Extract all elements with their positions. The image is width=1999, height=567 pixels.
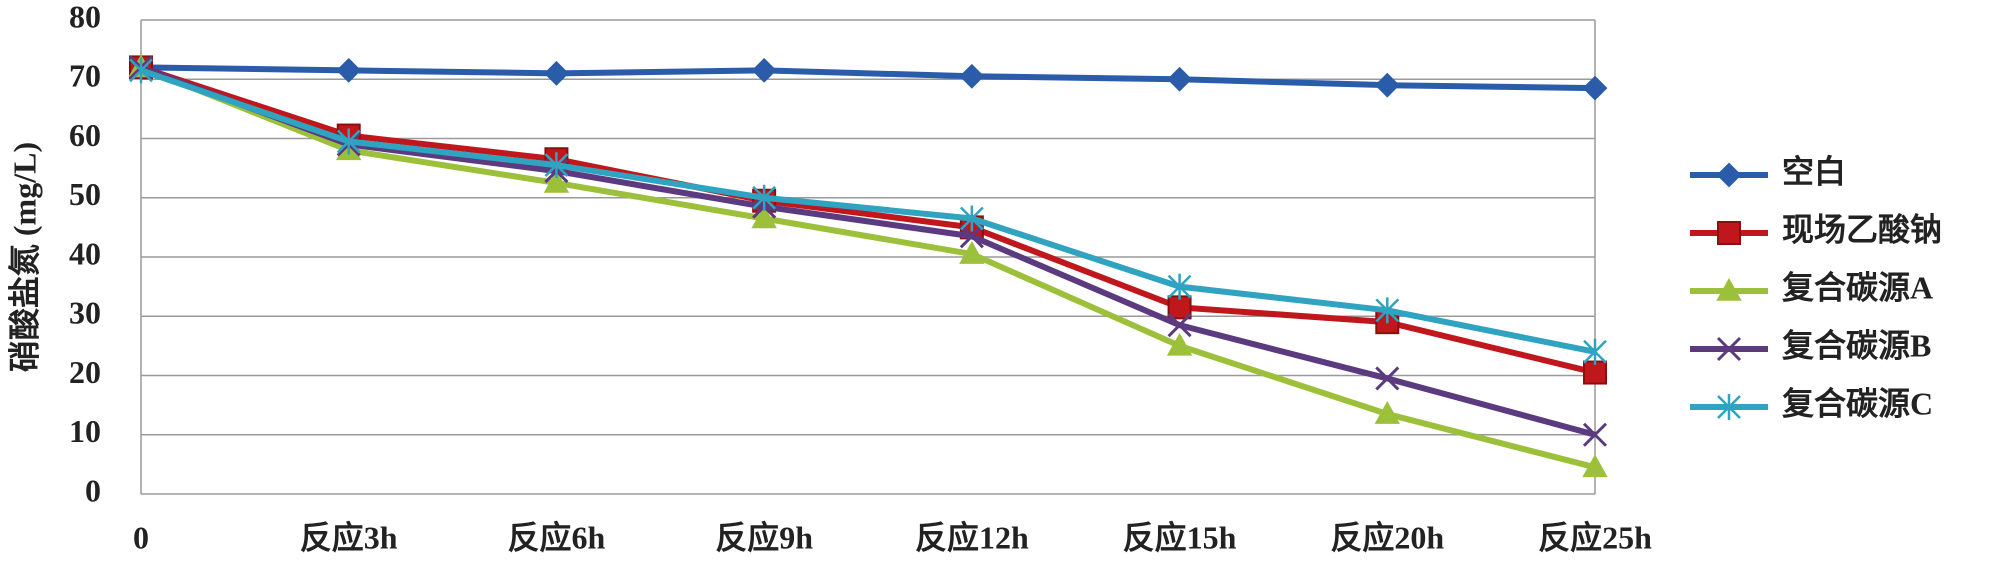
- legend-label: 现场乙酸钠: [1782, 211, 1942, 247]
- x-tick-label: 0: [133, 519, 149, 555]
- point: [544, 152, 569, 179]
- point: [1583, 360, 1607, 385]
- series-line: [139, 64, 1596, 471]
- y-tick-label: 40: [69, 235, 101, 271]
- x-tick-label: 反应9h: [715, 519, 813, 555]
- y-tick-label: 20: [69, 354, 101, 390]
- point: [1716, 336, 1742, 362]
- series-line: [140, 67, 1596, 355]
- point: [752, 184, 777, 211]
- point: [1167, 273, 1192, 300]
- point: [1716, 162, 1742, 188]
- legend-label: 复合碳源C: [1782, 385, 1933, 421]
- series-line: [139, 64, 1596, 438]
- series: [128, 55, 1608, 447]
- point: [1582, 75, 1608, 101]
- point: [751, 205, 777, 229]
- x-tick-label: 反应3h: [300, 519, 398, 555]
- point: [1167, 313, 1192, 338]
- point: [1582, 422, 1608, 447]
- point: [336, 128, 361, 155]
- point: [1583, 338, 1607, 365]
- y-tick-label: 30: [69, 295, 101, 331]
- point: [336, 57, 362, 83]
- series-line: [140, 64, 1596, 376]
- point: [1166, 332, 1193, 356]
- legend-label: 复合碳源A: [1782, 269, 1933, 305]
- point: [129, 57, 153, 84]
- point: [1374, 400, 1400, 424]
- y-tick-label: 60: [69, 117, 101, 153]
- series: [128, 54, 1608, 101]
- y-tick-label: 0: [85, 472, 101, 508]
- y-tick-label: 10: [69, 413, 101, 449]
- point: [1717, 221, 1741, 245]
- x-tick-label: 反应15h: [1123, 519, 1237, 555]
- x-tick-label: 反应6h: [508, 519, 606, 555]
- point: [544, 60, 569, 86]
- y-tick-label: 80: [69, 0, 101, 34]
- y-axis-title: 硝酸盐氮 (mg/L): [6, 142, 42, 372]
- point: [543, 169, 570, 193]
- legend-label: 空白: [1782, 153, 1846, 189]
- x-tick-label: 反应25h: [1538, 519, 1652, 555]
- point: [1375, 366, 1400, 391]
- y-tick-label: 70: [69, 58, 101, 94]
- legend-label: 复合碳源B: [1782, 327, 1931, 363]
- point: [959, 63, 985, 89]
- point: [1375, 297, 1400, 324]
- point: [959, 240, 985, 264]
- point: [959, 205, 984, 232]
- point: [1167, 295, 1192, 320]
- point: [1167, 66, 1192, 92]
- point: [1717, 394, 1741, 420]
- point: [1374, 72, 1400, 98]
- series: [128, 54, 1608, 478]
- point: [1716, 277, 1742, 301]
- series-line: [140, 64, 1596, 92]
- point: [959, 224, 984, 249]
- x-tick-label: 反应12h: [915, 519, 1029, 555]
- x-tick-label: 反应20h: [1330, 519, 1444, 555]
- point: [1582, 454, 1608, 478]
- series: [129, 57, 1607, 365]
- point: [751, 57, 777, 83]
- y-tick-label: 50: [69, 176, 101, 212]
